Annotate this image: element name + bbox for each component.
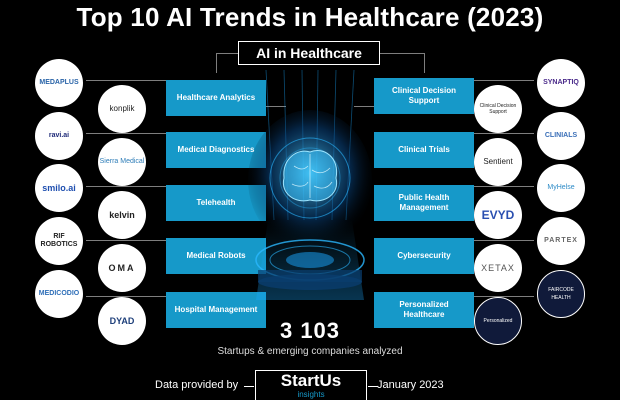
- startup-logo-label: ravi.ai: [48, 132, 70, 139]
- connector: [380, 53, 425, 73]
- startup-logo-label: CLINIALS: [544, 132, 578, 139]
- trend-healthcare-analytics: Healthcare Analytics: [166, 80, 266, 116]
- startup-logo-label: MEDICODIO: [38, 290, 80, 297]
- connector: [266, 106, 286, 107]
- footer-divider: [244, 386, 254, 387]
- startup-logo-label: MyHelse: [547, 184, 575, 191]
- center-label: AI in Healthcare: [238, 41, 380, 65]
- startup-logo-label: smilo.ai: [42, 183, 76, 193]
- startup-logo-label: MEDAPLUS: [39, 79, 79, 86]
- startup-logo: DYAD: [98, 297, 146, 345]
- trend-medical-diagnostics: Medical Diagnostics: [166, 132, 266, 168]
- startus-insights-logo[interactable]: StartUs insights: [255, 370, 367, 400]
- connector: [216, 53, 238, 73]
- connector: [86, 80, 166, 81]
- brand-subtitle: insights: [297, 390, 325, 399]
- startup-logo-label: Clinical Decision Support: [479, 103, 517, 115]
- startup-logo: Sierra Medical: [98, 138, 146, 186]
- connector: [454, 240, 534, 241]
- startup-logo: SYNAPTIQ: [537, 59, 585, 107]
- page-title: Top 10 AI Trends in Healthcare (2023): [76, 2, 544, 32]
- startup-logo: MEDAPLUS: [35, 59, 83, 107]
- connector: [454, 186, 534, 187]
- connector: [86, 240, 166, 241]
- trend-cybersecurity: Cybersecurity: [374, 238, 474, 274]
- footer-date: January 2023: [377, 379, 444, 391]
- connector: [454, 80, 534, 81]
- ai-brain-illustration: [248, 70, 372, 300]
- startup-logo-label: EVYD: [481, 208, 515, 222]
- startup-logo-label: XETAX: [481, 263, 515, 273]
- trend-clinical-decision-support: Clinical Decision Support: [374, 78, 474, 114]
- footer-provided-by: Data provided by: [155, 379, 239, 391]
- brand-name: StartUs: [280, 371, 342, 390]
- footer-divider: [368, 386, 378, 387]
- startup-logo: EVYD: [474, 191, 522, 239]
- startup-logo-label: OMA: [108, 263, 136, 273]
- startup-logo: konplik: [98, 85, 146, 133]
- startup-count-label: Startups & emerging companies analyzed: [217, 346, 403, 357]
- startup-logo: OMA: [98, 244, 146, 292]
- startup-logo-label: PARTEX: [544, 237, 578, 244]
- connector: [454, 296, 534, 297]
- connector: [454, 133, 534, 134]
- trend-medical-robots: Medical Robots: [166, 238, 266, 274]
- trend-personalized-healthcare: Personalized Healthcare: [374, 292, 474, 328]
- connector: [354, 106, 374, 107]
- startup-logo: smilo.ai: [35, 164, 83, 212]
- startup-logo: kelvin: [98, 191, 146, 239]
- startup-logo: ravi.ai: [35, 112, 83, 160]
- startup-logo: PARTEX: [537, 217, 585, 265]
- trend-clinical-trials: Clinical Trials: [374, 132, 474, 168]
- startup-logo-label: Sentient: [483, 157, 513, 166]
- startup-logo: MyHelse: [537, 164, 585, 212]
- startup-count: 3 103: [279, 318, 341, 343]
- trend-hospital-management: Hospital Management: [166, 292, 266, 328]
- startup-logo-label: kelvin: [109, 210, 135, 220]
- startup-logo: Sentient: [474, 138, 522, 186]
- startup-logo-label: SYNAPTIQ: [543, 79, 579, 86]
- startup-logo-label: RIF ROBOTICS: [40, 233, 78, 248]
- startup-logo: FAIRCODE HEALTH: [537, 270, 585, 318]
- startup-logo: CLINIALS: [537, 112, 585, 160]
- connector: [86, 133, 166, 134]
- startup-logo: Clinical Decision Support: [474, 85, 522, 133]
- connector: [86, 296, 166, 297]
- startup-logo-label: FAIRCODE HEALTH: [548, 287, 574, 301]
- startup-logo-label: konplik: [109, 104, 135, 113]
- startup-logo: Personalized: [474, 297, 522, 345]
- startup-logo-label: Personalized: [483, 318, 513, 324]
- startup-logo-label: Sierra Medical: [99, 158, 145, 165]
- startup-logo: MEDICODIO: [35, 270, 83, 318]
- startup-logo: RIF ROBOTICS: [35, 217, 83, 265]
- connector: [86, 186, 166, 187]
- trend-public-health-management: Public Health Management: [374, 185, 474, 221]
- startup-logo: XETAX: [474, 244, 522, 292]
- startup-logo-label: DYAD: [109, 316, 135, 326]
